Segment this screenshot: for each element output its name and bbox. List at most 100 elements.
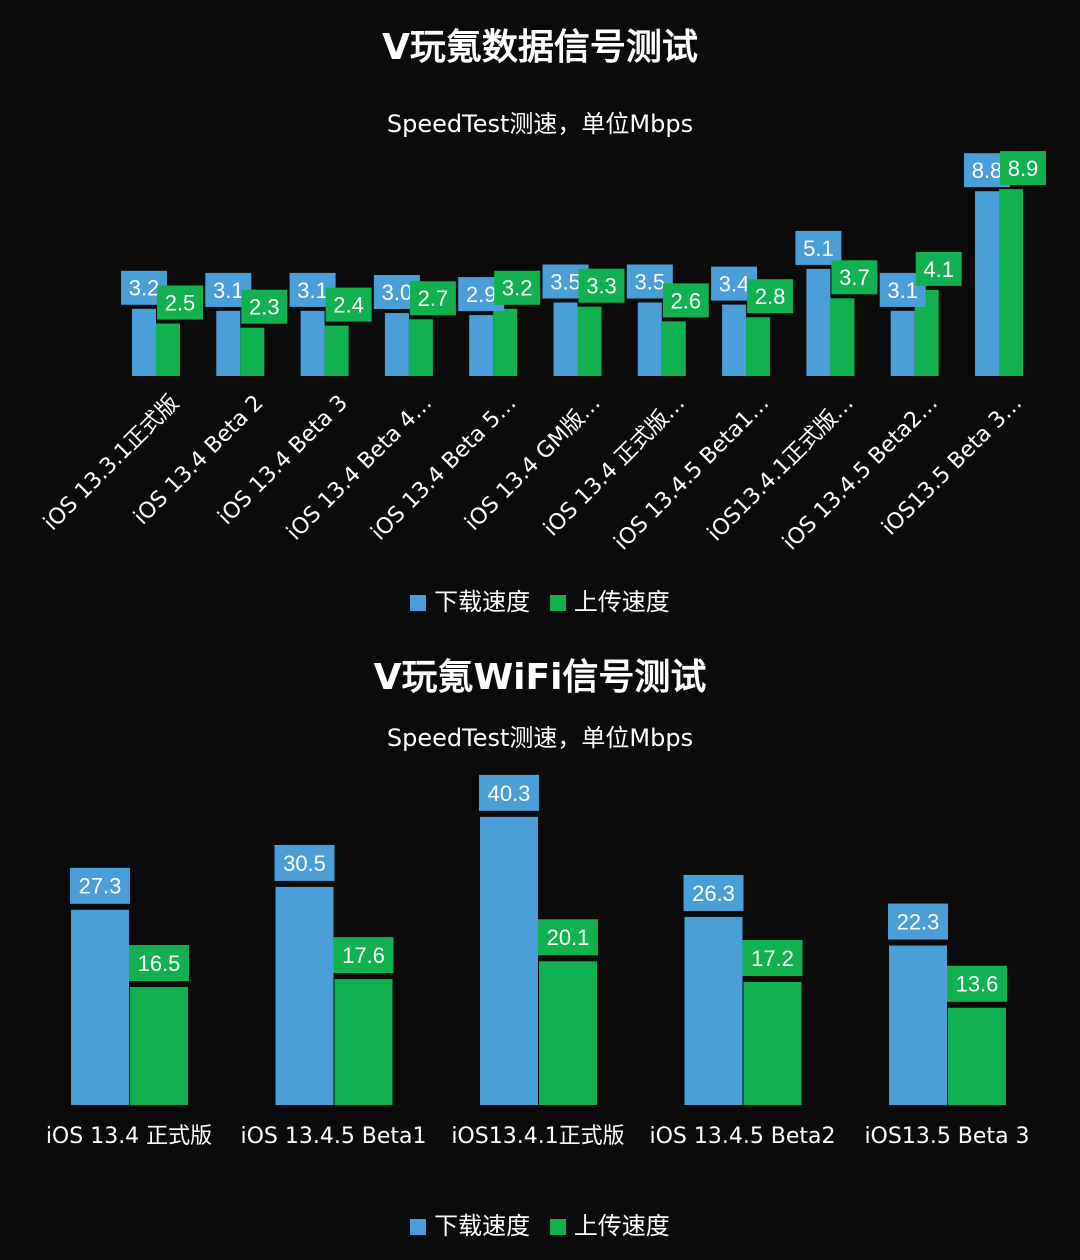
bar-download <box>469 315 494 376</box>
bar-download <box>806 268 831 376</box>
bar-upload <box>577 306 602 376</box>
legend-swatch-upload <box>549 595 566 611</box>
legend-item-download: 下载速度 <box>410 1206 530 1241</box>
legend-item-download: 下载速度 <box>410 582 530 617</box>
data-label-download: 3.1 <box>213 278 244 303</box>
bar-download <box>684 916 743 1105</box>
wifi-chart-subtitle: SpeedTest测速，单位Mbps <box>386 724 694 752</box>
data-label-download: 3.5 <box>635 269 666 294</box>
x-tick-label: iOS13.5 Beta 3 <box>864 1124 1029 1149</box>
data-label-upload-bg <box>325 287 372 322</box>
data-label-upload: 13.6 <box>956 972 999 997</box>
data-label-upload-bg <box>947 965 1007 1002</box>
x-tick-label: iOS 13.4.5 Beta1… <box>610 391 775 556</box>
data-label-upload: 16.5 <box>138 951 181 976</box>
data-label-upload-bg <box>538 919 598 956</box>
data-label-upload-bg <box>747 279 794 314</box>
wifi-chart-title: V玩氪WiFi信号测试 <box>373 657 707 698</box>
legend-label-upload: 上传速度 <box>573 1212 670 1240</box>
data-label-download: 3.0 <box>382 280 413 305</box>
data-label-upload: 3.2 <box>502 276 533 301</box>
data-label-download: 26.3 <box>692 881 735 906</box>
legend-item-upload: 上传速度 <box>549 1206 670 1241</box>
data-label-upload-bg <box>241 289 288 324</box>
x-tick-label: iOS 13.4.5 Beta2… <box>778 391 943 556</box>
data-label-download: 40.3 <box>488 781 531 806</box>
data-label-download-bg <box>70 867 130 904</box>
data-label-download: 3.4 <box>719 272 750 297</box>
bar-upload <box>743 982 802 1105</box>
data-label-upload: 17.2 <box>751 946 794 971</box>
data-label-download: 3.2 <box>129 276 160 301</box>
legend-label-download: 下载速度 <box>434 588 531 616</box>
cellular-chart-legend: 下载速度 上传速度 <box>0 582 1080 617</box>
data-label-download-bg <box>795 230 842 265</box>
data-label-upload-bg <box>409 281 456 316</box>
data-label-download-bg <box>888 903 948 940</box>
bar-download <box>132 308 156 376</box>
wifi-chart-plot: 27.3 16.5 iOS 13.4 正式版 30.5 17.6 iOS 13.4.5 B… <box>46 774 1030 1149</box>
data-label-download: 2.9 <box>466 282 497 307</box>
bar-upload <box>408 319 433 376</box>
data-label-download-bg <box>683 874 744 911</box>
data-label-upload: 20.1 <box>547 925 590 950</box>
bar-upload <box>156 323 180 376</box>
bar-upload <box>746 317 771 376</box>
data-label-download-bg <box>479 774 539 811</box>
bar-download <box>216 310 241 376</box>
cellular-chart-subtitle: SpeedTest测速，单位Mbps <box>386 110 694 138</box>
data-label-upload: 2.6 <box>671 288 702 313</box>
x-tick-label: iOS 13.4 正式版 <box>46 1124 212 1149</box>
data-label-download: 30.5 <box>283 851 326 876</box>
bar-upload <box>948 1007 1006 1105</box>
data-label-upload: 4.1 <box>923 257 954 282</box>
data-label-upload: 3.3 <box>586 274 617 299</box>
wifi-chart-panel: V玩氪WiFi信号测试 SpeedTest测速，单位Mbps 27.3 16.5 i… <box>0 630 1080 1260</box>
bar-download <box>275 886 334 1105</box>
cellular-chart-panel: V玩氪数据信号测试 SpeedTest测速，单位Mbps 3.2 2.5 iOS 1… <box>0 27 1080 617</box>
data-label-download: 22.3 <box>897 909 940 934</box>
data-label-upload: 17.6 <box>342 943 385 968</box>
bar-upload <box>240 327 265 376</box>
bar-upload <box>324 325 349 376</box>
x-tick-label: iOS 13.4 Beta 5… <box>367 391 522 546</box>
data-label-upload: 2.7 <box>418 286 449 311</box>
wifi-chart-legend: 下载速度 上传速度 <box>0 1206 1080 1241</box>
legend-label-upload: 上传速度 <box>573 588 670 616</box>
bar-download <box>637 302 662 376</box>
data-label-upload-bg <box>157 285 203 320</box>
legend-swatch-download <box>410 595 427 611</box>
bar-download <box>71 909 129 1105</box>
data-label-upload-bg <box>915 251 962 286</box>
data-label-download: 27.3 <box>79 874 122 899</box>
x-tick-label: iOS13.4.1正式版 <box>451 1124 624 1149</box>
bar-upload <box>830 298 855 376</box>
data-label-upload-bg <box>129 945 189 982</box>
bar-upload <box>493 308 518 376</box>
bar-download <box>975 191 999 376</box>
data-label-upload-bg <box>831 260 878 295</box>
bar-download <box>889 945 947 1105</box>
data-label-upload-bg <box>1000 151 1046 186</box>
data-label-upload-bg <box>578 268 625 303</box>
x-tick-label: iOS13.4.1正式版… <box>703 391 859 547</box>
data-label-upload: 2.3 <box>249 295 280 320</box>
bar-download <box>553 302 578 376</box>
x-tick-label: iOS13.5 Beta 3… <box>877 391 1027 541</box>
bar-upload <box>130 987 188 1105</box>
data-label-upload-bg <box>742 940 803 977</box>
bar-download <box>480 816 538 1105</box>
bar-upload <box>999 189 1023 376</box>
data-label-download-bg <box>274 844 335 881</box>
data-label-download: 3.5 <box>550 269 581 294</box>
bar-download <box>890 310 915 376</box>
data-label-upload: 2.8 <box>755 284 786 309</box>
data-label-upload: 2.4 <box>333 293 364 318</box>
bar-upload <box>661 321 686 376</box>
x-tick-label: iOS 13.4.5 Beta2 <box>649 1124 835 1149</box>
legend-swatch-download <box>410 1219 427 1235</box>
legend-swatch-upload <box>549 1219 566 1235</box>
data-label-upload-bg <box>494 270 541 305</box>
x-tick-label: iOS 13.4 Beta 4… <box>282 391 437 546</box>
